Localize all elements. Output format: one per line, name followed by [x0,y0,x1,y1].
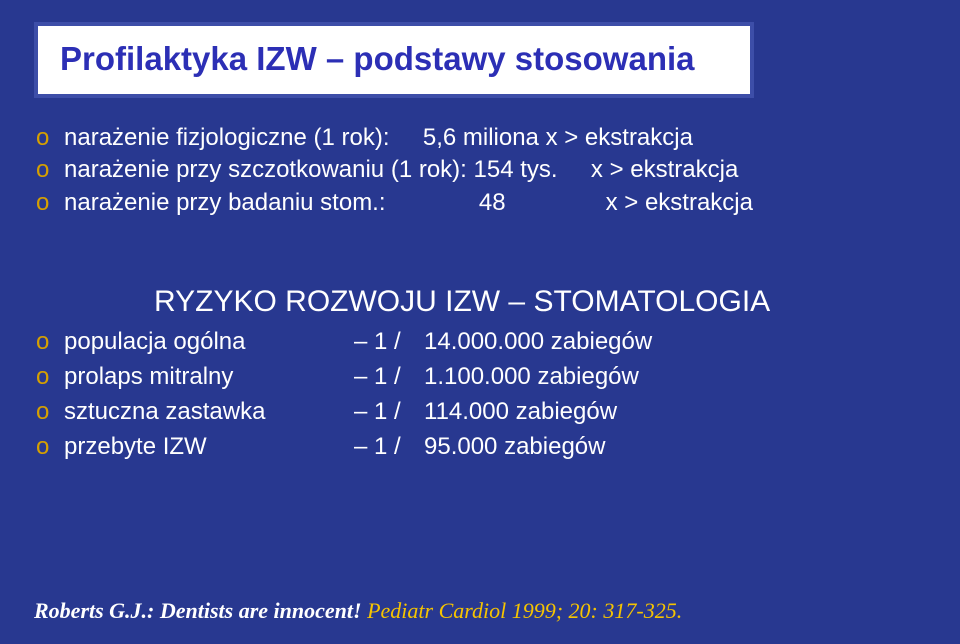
risk-label: przebyte IZW [64,430,354,465]
risk-value: 1.100.000 zabiegów [424,360,639,395]
exposure-tail: x > ekstrakcja [558,154,739,186]
risk-ratio: – 1 / [354,430,424,465]
bullet-icon: o [36,325,64,360]
citation-author: Roberts G.J.: Dentists are innocent! [34,598,367,623]
risk-value: 14.000.000 zabiegów [424,325,652,360]
slide: Profilaktyka IZW – podstawy stosowania o… [0,0,960,644]
bullet-icon: o [36,360,64,395]
risk-value: 114.000 zabiegów [424,395,617,430]
exposure-value: 48 [479,187,506,219]
risk-item: o prolaps mitralny – 1 / 1.100.000 zabie… [36,360,926,395]
risk-value: 95.000 zabiegów [424,430,605,465]
exposure-value: 5,6 miliona [423,122,539,154]
risk-item: o populacja ogólna – 1 / 14.000.000 zabi… [36,325,926,360]
bullet-icon: o [36,122,64,154]
risk-list: o populacja ogólna – 1 / 14.000.000 zabi… [36,325,926,464]
exposure-value: 154 tys. [474,154,558,186]
risk-label: prolaps mitralny [64,360,354,395]
exposure-label: narażenie przy badaniu stom.: [64,187,386,219]
bullet-icon: o [36,187,64,219]
exposure-tail: x > ekstrakcja [506,187,753,219]
risk-subtitle: RYZYKO ROZWOJU IZW – STOMATOLOGIA [154,285,926,319]
risk-label: populacja ogólna [64,325,354,360]
bullet-icon: o [36,395,64,430]
risk-ratio: – 1 / [354,325,424,360]
citation: Roberts G.J.: Dentists are innocent! Ped… [34,598,682,624]
exposure-item: o narażenie przy badaniu stom.: 48 x > e… [36,187,926,219]
exposure-list: o narażenie fizjologiczne (1 rok): 5,6 m… [36,122,926,219]
exposure-item: o narażenie fizjologiczne (1 rok): 5,6 m… [36,122,926,154]
bullet-icon: o [36,154,64,186]
risk-label: sztuczna zastawka [64,395,354,430]
risk-item: o sztuczna zastawka – 1 / 114.000 zabieg… [36,395,926,430]
risk-ratio: – 1 / [354,395,424,430]
risk-ratio: – 1 / [354,360,424,395]
slide-title: Profilaktyka IZW – podstawy stosowania [60,40,728,78]
exposure-tail: x > ekstrakcja [539,122,693,154]
exposure-label: narażenie przy szczotkowaniu (1 rok): [64,154,467,186]
title-box: Profilaktyka IZW – podstawy stosowania [34,22,754,98]
exposure-item: o narażenie przy szczotkowaniu (1 rok): … [36,154,926,186]
citation-reference: Pediatr Cardiol 1999; 20: 317-325. [367,598,682,623]
exposure-label: narażenie fizjologiczne (1 rok): [64,122,390,154]
bullet-icon: o [36,430,64,465]
risk-item: o przebyte IZW – 1 / 95.000 zabiegów [36,430,926,465]
